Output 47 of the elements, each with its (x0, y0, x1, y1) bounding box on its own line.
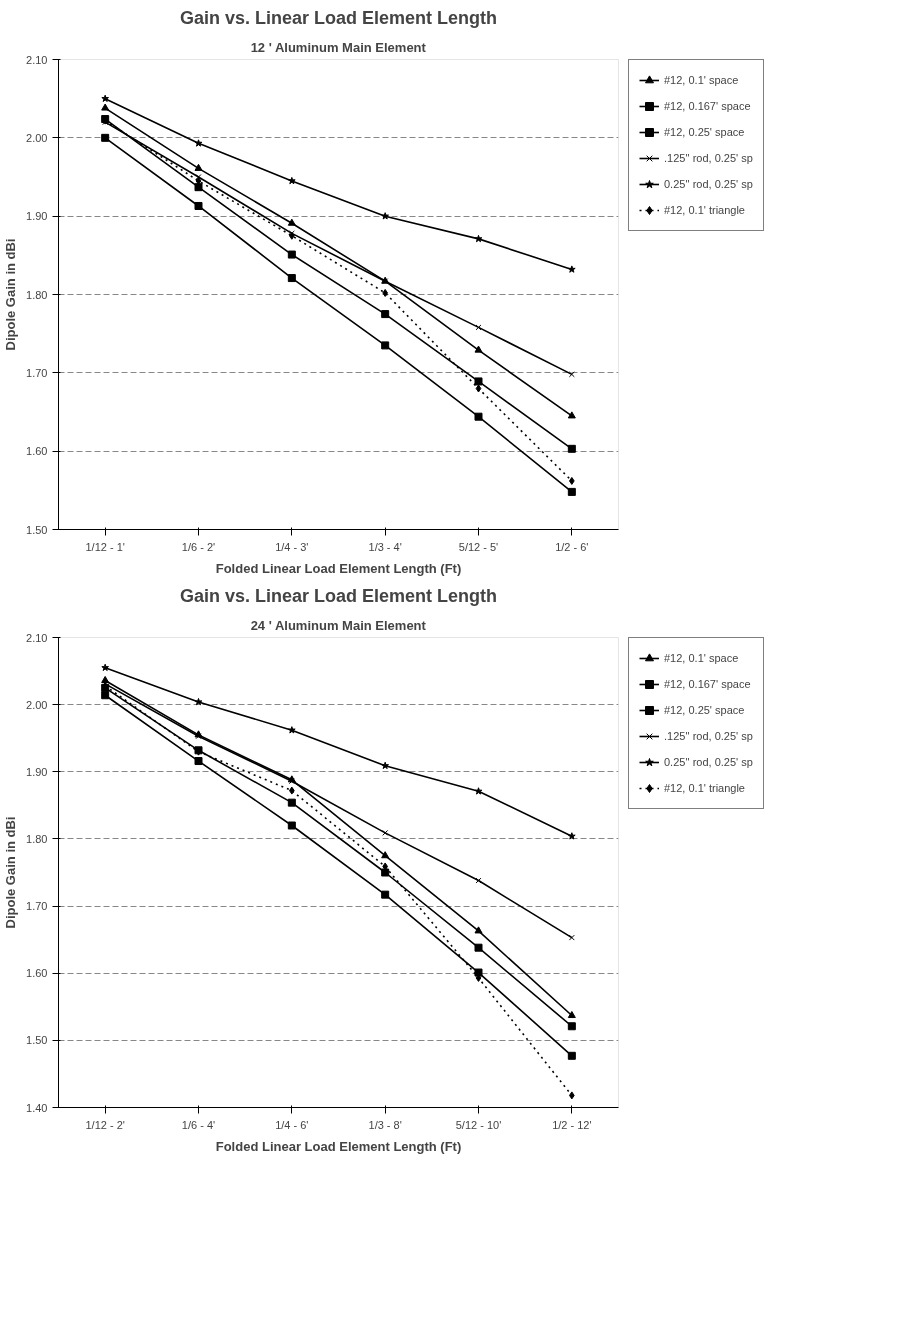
y-tick-label: 1.80 (26, 288, 48, 301)
legend-label: #12, 0.1' space (664, 74, 739, 86)
y-tick-label: 1.70 (26, 366, 48, 379)
y-tick-label: 1.40 (26, 1101, 48, 1114)
legend-label: #12, 0.1' triangle (664, 782, 745, 794)
legend-label: .125'' rod, 0.25' sp (664, 152, 753, 164)
y-axis-title: Dipole Gain in dBi (3, 816, 19, 929)
legend-label: 0.25'' rod, 0.25' sp (664, 178, 753, 190)
y-tick-label: 2.00 (26, 131, 48, 144)
y-axis-title: Dipole Gain in dBi (3, 238, 19, 351)
x-tick-label: 1/2 - 12' (552, 1118, 592, 1131)
y-tick-label: 1.90 (26, 765, 48, 778)
x-tick-label: 1/3 - 8' (368, 1118, 402, 1131)
x-axis-title: Folded Linear Load Element Length (Ft) (215, 560, 462, 576)
chart-subtitle: 12 ' Aluminum Main Element (250, 39, 427, 55)
x-tick-label: 1/4 - 6' (275, 1118, 309, 1131)
x-axis-title: Folded Linear Load Element Length (Ft) (215, 1138, 462, 1154)
x-tick-label: 5/12 - 5' (458, 540, 499, 553)
chart-title: Gain vs. Linear Load Element Length (179, 585, 498, 606)
x-tick-label: 1/2 - 6' (555, 540, 589, 553)
x-tick-label: 5/12 - 10' (455, 1118, 502, 1131)
legend-label: #12, 0.25' space (664, 126, 745, 138)
legend-label: #12, 0.1' triangle (664, 204, 745, 216)
legend-label: 0.25'' rod, 0.25' sp (664, 756, 753, 768)
y-tick-label: 1.90 (26, 210, 48, 223)
x-tick-label: 1/12 - 1' (85, 540, 125, 553)
chart-title: Gain vs. Linear Load Element Length (179, 7, 498, 28)
y-tick-label: 1.80 (26, 832, 48, 845)
legend-label: #12, 0.1' space (664, 652, 739, 664)
x-tick-label: 1/3 - 4' (368, 540, 402, 553)
y-tick-label: 2.00 (26, 698, 48, 711)
y-tick-label: 1.60 (26, 967, 48, 980)
x-tick-label: 1/4 - 3' (275, 540, 309, 553)
y-tick-label: 2.10 (26, 631, 48, 644)
y-tick-label: 2.10 (26, 53, 48, 66)
y-tick-label: 1.50 (26, 523, 48, 536)
y-tick-label: 1.50 (26, 1034, 48, 1047)
x-tick-label: 1/12 - 2' (85, 1118, 125, 1131)
legend-label: #12, 0.167' space (664, 100, 751, 112)
x-tick-label: 1/6 - 4' (181, 1118, 216, 1131)
legend-label: #12, 0.167' space (664, 678, 751, 690)
chart-subtitle: 24 ' Aluminum Main Element (250, 617, 427, 633)
legend-label: #12, 0.25' space (664, 704, 745, 716)
y-tick-label: 1.70 (26, 900, 48, 913)
y-tick-label: 1.60 (26, 445, 48, 458)
legend-label: .125'' rod, 0.25' sp (664, 730, 753, 742)
x-tick-label: 1/6 - 2' (181, 540, 216, 553)
